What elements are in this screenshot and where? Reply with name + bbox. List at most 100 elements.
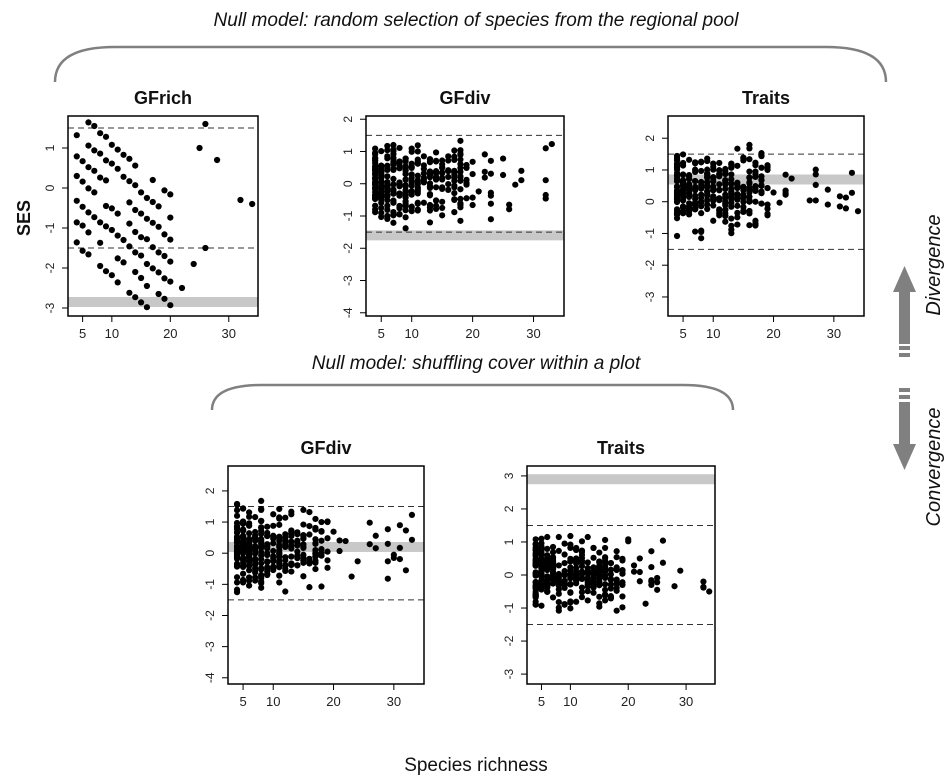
data-point — [538, 585, 545, 592]
data-point — [420, 174, 427, 181]
data-point — [276, 515, 283, 522]
data-point — [481, 151, 488, 158]
x-tick-label: 20 — [163, 326, 177, 341]
data-point — [258, 517, 265, 524]
data-point — [149, 265, 156, 272]
data-point — [91, 189, 98, 196]
y-tick-label: 1 — [341, 148, 355, 155]
data-point — [722, 169, 729, 176]
data-point — [590, 584, 597, 591]
y-tick-label: -3 — [341, 275, 355, 286]
data-point — [414, 186, 421, 193]
data-point — [596, 571, 603, 578]
data-point — [548, 140, 555, 148]
data-point — [549, 565, 557, 573]
data-point — [734, 202, 741, 209]
data-point — [538, 602, 545, 609]
data-point — [734, 196, 741, 203]
data-point — [294, 537, 301, 544]
data-point — [439, 212, 446, 219]
data-point — [758, 164, 765, 171]
data-point — [408, 145, 415, 152]
data-point — [91, 214, 98, 221]
data-point — [734, 184, 741, 192]
data-point — [457, 201, 464, 209]
data-point — [85, 142, 92, 149]
data-point — [686, 207, 693, 215]
data-point — [722, 202, 729, 209]
data-point — [601, 581, 609, 588]
data-point — [143, 304, 151, 311]
data-point — [506, 201, 513, 208]
data-point — [532, 570, 539, 577]
data-point — [567, 580, 574, 588]
data-point — [294, 529, 301, 536]
data-point — [390, 141, 397, 149]
data-point — [300, 557, 307, 564]
y-tick-label: 2 — [203, 487, 217, 494]
data-point — [384, 202, 391, 209]
data-point — [704, 173, 711, 180]
data-point — [532, 594, 539, 601]
data-point — [312, 515, 319, 523]
data-point — [679, 194, 687, 201]
data-point — [824, 201, 831, 208]
y-tick-label: -3 — [643, 291, 657, 302]
data-point — [312, 540, 319, 547]
panel-1: GFrich 5 10 20 30 -3 -2 -1 0 1 — [43, 88, 259, 341]
data-point — [426, 183, 434, 190]
data-point — [384, 212, 391, 220]
data-point — [584, 581, 591, 588]
data-point — [439, 185, 446, 193]
data-point — [378, 209, 385, 216]
x-tick-label: 20 — [465, 326, 479, 341]
data-point — [607, 560, 614, 567]
y-tick-label: 2 — [643, 135, 657, 142]
data-point — [137, 210, 145, 217]
data-point — [445, 167, 452, 174]
data-point — [420, 179, 427, 186]
data-point — [137, 189, 145, 196]
data-point — [451, 177, 458, 184]
data-point — [108, 205, 115, 212]
data-point — [282, 562, 289, 569]
data-point — [532, 551, 539, 558]
data-point — [114, 210, 121, 217]
data-point — [549, 549, 557, 556]
data-point — [673, 198, 681, 205]
data-point — [190, 260, 197, 268]
data-point — [149, 198, 156, 206]
data-point — [613, 554, 620, 561]
data-point — [300, 573, 307, 580]
data-point — [161, 295, 168, 302]
data-point — [601, 586, 609, 593]
data-point — [294, 548, 301, 555]
data-point — [402, 214, 409, 221]
data-point — [97, 262, 104, 270]
data-point — [704, 166, 711, 173]
data-point — [555, 598, 562, 606]
data-point — [734, 145, 741, 152]
data-point — [561, 540, 568, 547]
x-tick-label: 30 — [526, 326, 540, 341]
data-point — [143, 260, 151, 268]
data-point — [698, 158, 705, 165]
data-point — [126, 243, 133, 250]
x-tick-label: 30 — [827, 326, 841, 341]
data-point — [79, 222, 86, 229]
data-point — [538, 540, 545, 547]
y-tick-label: 0 — [203, 550, 217, 557]
data-point — [402, 170, 409, 177]
data-point — [710, 184, 717, 192]
data-point — [91, 147, 98, 154]
data-point — [258, 497, 265, 504]
data-point — [673, 172, 681, 179]
data-point — [445, 180, 452, 188]
data-point — [239, 570, 247, 577]
data-point — [578, 594, 586, 601]
data-point — [372, 163, 379, 170]
data-point — [607, 581, 614, 588]
data-point — [294, 555, 301, 562]
data-point — [544, 583, 551, 590]
data-point — [573, 598, 580, 605]
